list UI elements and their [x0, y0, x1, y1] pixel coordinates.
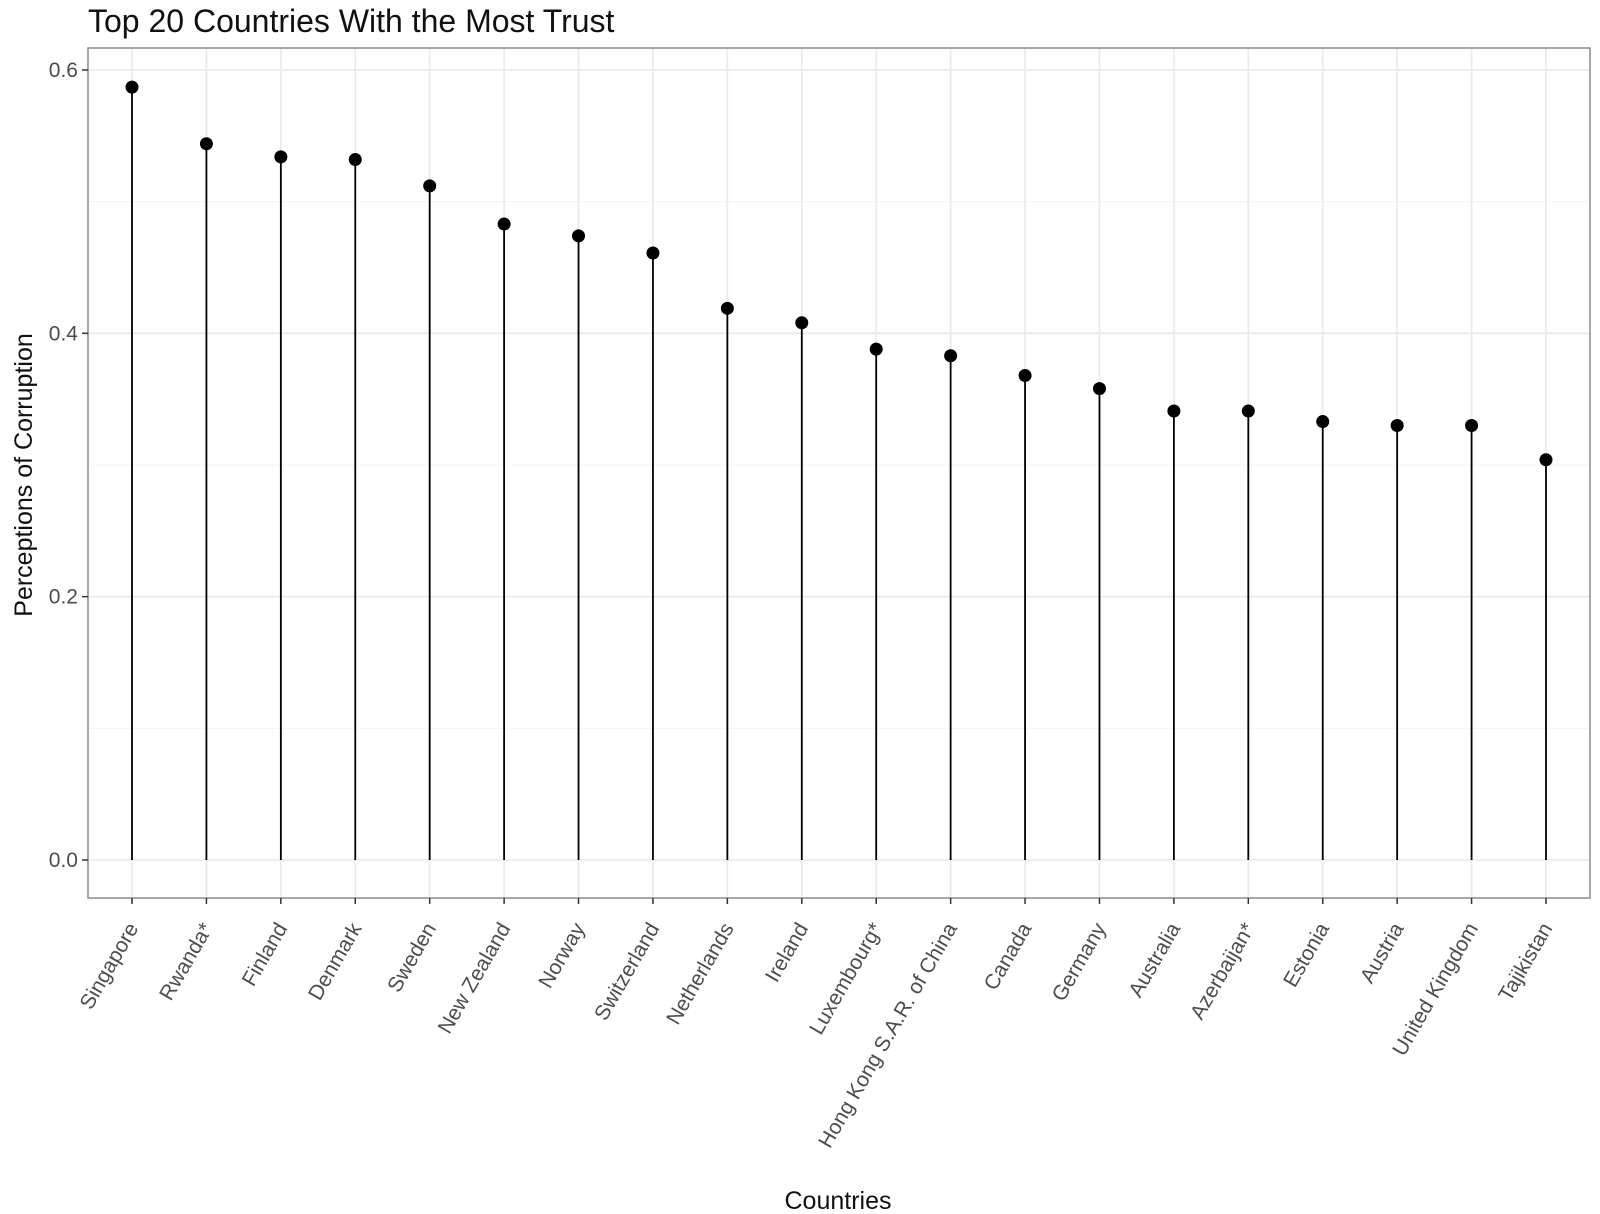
- x-tick-label: Germany: [1048, 919, 1111, 1006]
- data-point-finland: [274, 150, 288, 164]
- x-tick-label: Switzerland: [590, 919, 664, 1025]
- x-tick-label: Sweden: [383, 919, 441, 996]
- data-point-germany: [1092, 382, 1106, 396]
- x-tick-label: Austria: [1356, 919, 1409, 987]
- y-axis-title: Perceptions of Corruption: [10, 333, 38, 616]
- x-axis-title: Countries: [785, 1187, 892, 1214]
- x-tick-label: Finland: [238, 919, 292, 990]
- data-point-united-kingdom: [1465, 419, 1479, 432]
- x-tick-label: Luxembourg*: [805, 919, 887, 1039]
- data-point-netherlands: [720, 301, 734, 315]
- x-tick-label: New Zealand: [434, 919, 516, 1038]
- x-tick-label: Denmark: [304, 919, 367, 1005]
- x-tick-label: Norway: [534, 919, 590, 993]
- data-point-switzerland: [646, 246, 660, 260]
- data-point-hong-kong-s-a-r-of-china: [944, 349, 958, 363]
- x-tick-label: Singapore: [76, 919, 144, 1013]
- x-tick-label: Netherlands: [662, 919, 739, 1029]
- data-points: [125, 80, 1553, 467]
- data-point-azerbaijan: [1241, 404, 1255, 418]
- data-point-sweden: [423, 179, 437, 193]
- y-tick-label: 0.0: [49, 849, 78, 872]
- y-axis-ticks: 0.0 0.2 0.4 0.6: [49, 59, 88, 872]
- data-point-canada: [1018, 368, 1032, 382]
- x-tick-label: Estonia: [1279, 919, 1334, 991]
- chart-title: Top 20 Countries With the Most Trust: [88, 3, 615, 39]
- y-tick-label: 0.2: [49, 586, 78, 609]
- data-point-luxembourg: [869, 342, 883, 356]
- x-tick-label: Ireland: [761, 919, 813, 986]
- panel-border: [87, 47, 1591, 899]
- x-tick-label: Australia: [1124, 919, 1185, 1002]
- x-tick-label: Rwanda*: [155, 919, 218, 1004]
- x-axis-ticks: Singapore Rwanda* Finland Denmark SwedenNew …: [76, 898, 1557, 1152]
- data-point-singapore: [125, 80, 139, 94]
- lollipop-stems: [131, 87, 1547, 860]
- x-tick-label: Azerbaijan*: [1186, 919, 1260, 1024]
- grid-lines: [88, 48, 1590, 898]
- data-point-austria: [1390, 419, 1404, 432]
- data-point-estonia: [1316, 415, 1330, 429]
- data-point-ireland: [795, 316, 809, 330]
- data-point-new-zealand: [497, 217, 511, 231]
- x-tick-label: Hong Kong S.A.R. of China: [814, 919, 962, 1152]
- x-tick-label: Canada: [980, 919, 1037, 994]
- data-point-rwanda: [199, 137, 213, 151]
- data-point-tajikistan: [1539, 453, 1553, 467]
- y-tick-label: 0.6: [49, 59, 78, 82]
- data-point-norway: [572, 229, 586, 243]
- data-point-australia: [1167, 404, 1181, 418]
- y-tick-label: 0.4: [49, 322, 79, 345]
- x-tick-label: Tajikistan: [1494, 919, 1557, 1005]
- data-point-denmark: [348, 153, 362, 167]
